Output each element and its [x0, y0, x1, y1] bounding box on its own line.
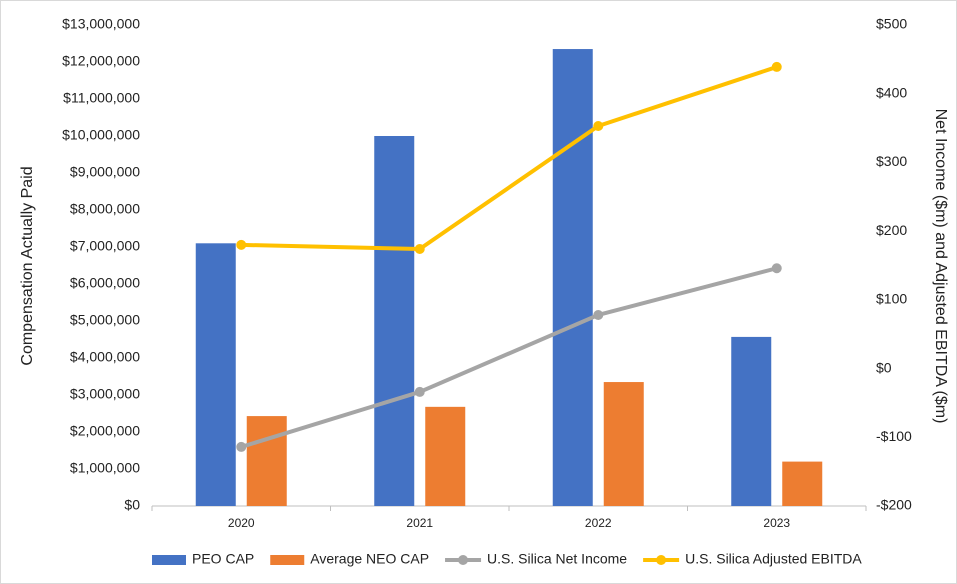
y-tick-label: $13,000,000: [62, 16, 140, 32]
y-tick-label: $0: [124, 497, 140, 513]
x-tick-label: 2022: [585, 516, 612, 530]
point: [593, 309, 604, 320]
point: [593, 121, 604, 132]
y2-tick-label: -$200: [876, 497, 912, 513]
y2-tick-label: $0: [876, 359, 892, 375]
point: [414, 386, 425, 397]
line: [241, 65, 778, 252]
legend-swatch: [458, 555, 469, 565]
y2-axis-title: Net Income ($m) and Adjusted EBITDA ($m): [932, 109, 949, 424]
line: [240, 266, 778, 449]
legend-label: U.S. Silica Net Income: [487, 551, 627, 567]
legend-label: PEO CAP: [192, 551, 254, 567]
legend-label: Average NEO CAP: [310, 551, 429, 567]
y2-tick-label: $400: [876, 84, 907, 100]
point: [236, 239, 247, 250]
y2-tick-label: $100: [876, 291, 907, 307]
y-tick-label: $6,000,000: [70, 275, 140, 291]
bar: [603, 382, 644, 506]
point: [771, 263, 782, 274]
y-tick-label: $2,000,000: [70, 423, 140, 439]
y-tick-label: $9,000,000: [70, 164, 140, 180]
y2-tick-label: -$100: [876, 428, 912, 444]
point: [414, 244, 425, 255]
x-tick-label: 2023: [763, 516, 790, 530]
bar: [552, 49, 593, 507]
legend-swatch: [270, 555, 305, 565]
x-tick-label: 2021: [406, 516, 433, 530]
y-tick-label: $12,000,000: [62, 53, 140, 69]
bar: [374, 136, 415, 506]
y-axis-title: Compensation Actually Paid: [19, 166, 36, 365]
bar: [425, 406, 466, 506]
y-tick-label: $4,000,000: [70, 349, 140, 365]
bar: [782, 461, 823, 506]
y-tick-label: $11,000,000: [63, 90, 140, 106]
y-tick-label: $7,000,000: [70, 238, 140, 254]
y-tick-label: $3,000,000: [70, 386, 140, 402]
y-tick-label: $1,000,000: [70, 460, 140, 476]
y-tick-label: $8,000,000: [70, 201, 140, 217]
bar: [246, 416, 287, 506]
y-tick-label: $5,000,000: [70, 312, 140, 328]
bar: [731, 336, 772, 506]
y2-tick-label: $200: [876, 222, 907, 238]
legend-swatch: [656, 555, 667, 565]
y-tick-label: $10,000,000: [62, 127, 140, 143]
y2-tick-label: $500: [876, 16, 907, 32]
bar: [195, 243, 236, 507]
x-tick-label: 2020: [228, 516, 255, 530]
y2-tick-label: $300: [876, 153, 907, 169]
legend-label: U.S. Silica Adjusted EBITDA: [685, 551, 862, 567]
legend-swatch: [152, 555, 186, 565]
point: [236, 441, 247, 452]
point: [771, 61, 782, 72]
